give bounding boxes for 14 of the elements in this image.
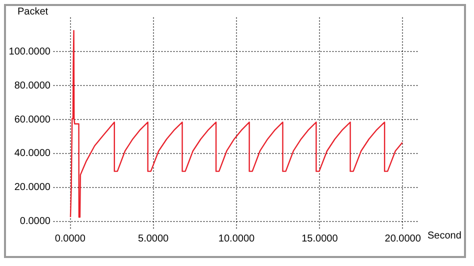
x-tick-label: 15.0000 xyxy=(302,234,338,244)
y-tick-label: 40.0000 xyxy=(14,148,51,160)
x-tick-label: 20.0000 xyxy=(384,234,422,244)
y-tick-label: 100.0000 xyxy=(8,46,51,58)
y-tick-label: 80.0000 xyxy=(14,80,51,92)
x-tick-label: 0.0000 xyxy=(54,234,86,244)
line-series xyxy=(70,30,403,218)
y-axis-title: Packet xyxy=(18,6,48,18)
y-tick-label: 60.0000 xyxy=(14,114,51,126)
x-tick-label: 5.0000 xyxy=(138,234,170,244)
x-axis-title: Second xyxy=(428,230,462,242)
y-tick-label: 0.0000 xyxy=(20,216,51,228)
y-tick-label: 20.0000 xyxy=(14,182,51,194)
x-tick-label: 10.0000 xyxy=(218,234,256,244)
